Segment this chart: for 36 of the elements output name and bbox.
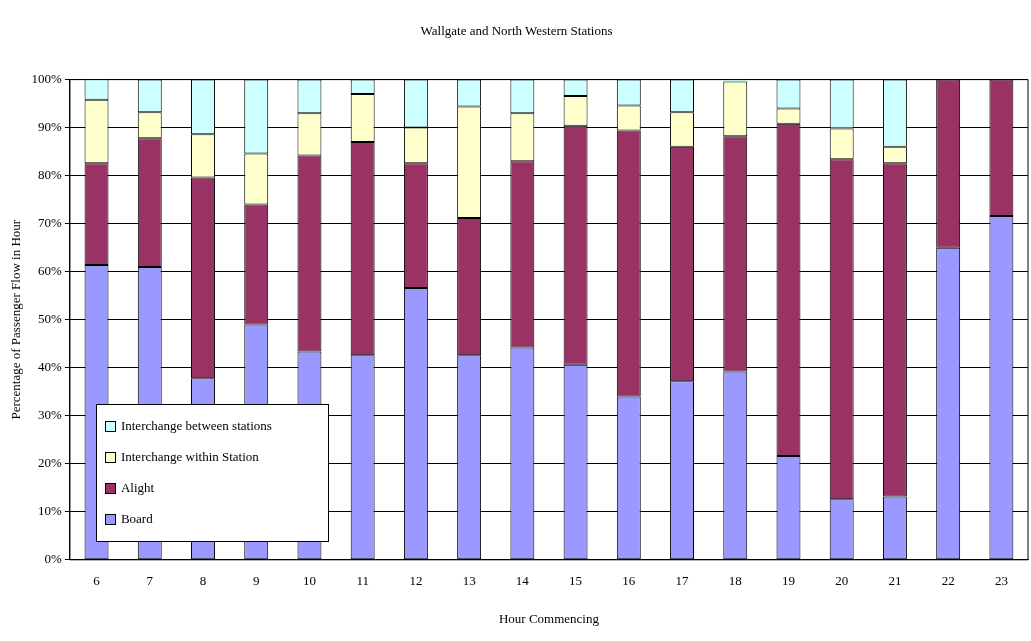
x-tick-label: 13	[462, 573, 476, 589]
x-tick-label: 20	[835, 573, 849, 589]
x-tick-label: 16	[622, 573, 636, 589]
x-tick-label: 21	[888, 573, 902, 589]
y-tick-label: 50%	[38, 311, 63, 327]
y-tick-label: 0%	[44, 551, 63, 567]
y-tick-label: 90%	[38, 119, 63, 135]
x-axis-title: Hour Commencing	[498, 610, 600, 626]
y-tick-label: 20%	[38, 455, 63, 471]
chart-title: Wallgate and North Western Stations	[420, 23, 613, 39]
y-tick-label: 70%	[38, 215, 63, 231]
x-tick-label: 19	[781, 573, 795, 589]
legend-label: Interchange between stations	[120, 418, 272, 435]
y-axis-title: Percentage of Passenger Flow in Hour	[8, 219, 24, 420]
y-tick-label: 10%	[38, 503, 63, 519]
x-tick-label: 7	[146, 573, 154, 589]
legend-label: Alight	[120, 480, 155, 497]
x-tick-label: 11	[356, 573, 369, 589]
y-tick-label: 30%	[38, 407, 63, 423]
y-tick-label: 60%	[38, 263, 63, 279]
x-tick-label: 22	[941, 573, 955, 589]
x-tick-label: 15	[569, 573, 583, 589]
x-tick-label: 12	[409, 573, 423, 589]
x-tick-label: 9	[252, 573, 260, 589]
legend-label: Board	[120, 511, 153, 528]
legend-label: Interchange within Station	[120, 449, 259, 466]
x-tick-label: 18	[728, 573, 742, 589]
x-tick-label: 10	[302, 573, 316, 589]
x-tick-label: 6	[93, 573, 101, 589]
x-tick-label: 14	[515, 573, 530, 589]
y-tick-label: 40%	[38, 359, 63, 375]
y-tick-label: 100%	[31, 71, 63, 87]
x-tick-label: 17	[675, 573, 690, 589]
y-tick-label: 80%	[38, 167, 63, 183]
x-tick-label: 23	[994, 573, 1008, 589]
x-tick-label: 8	[199, 573, 207, 589]
